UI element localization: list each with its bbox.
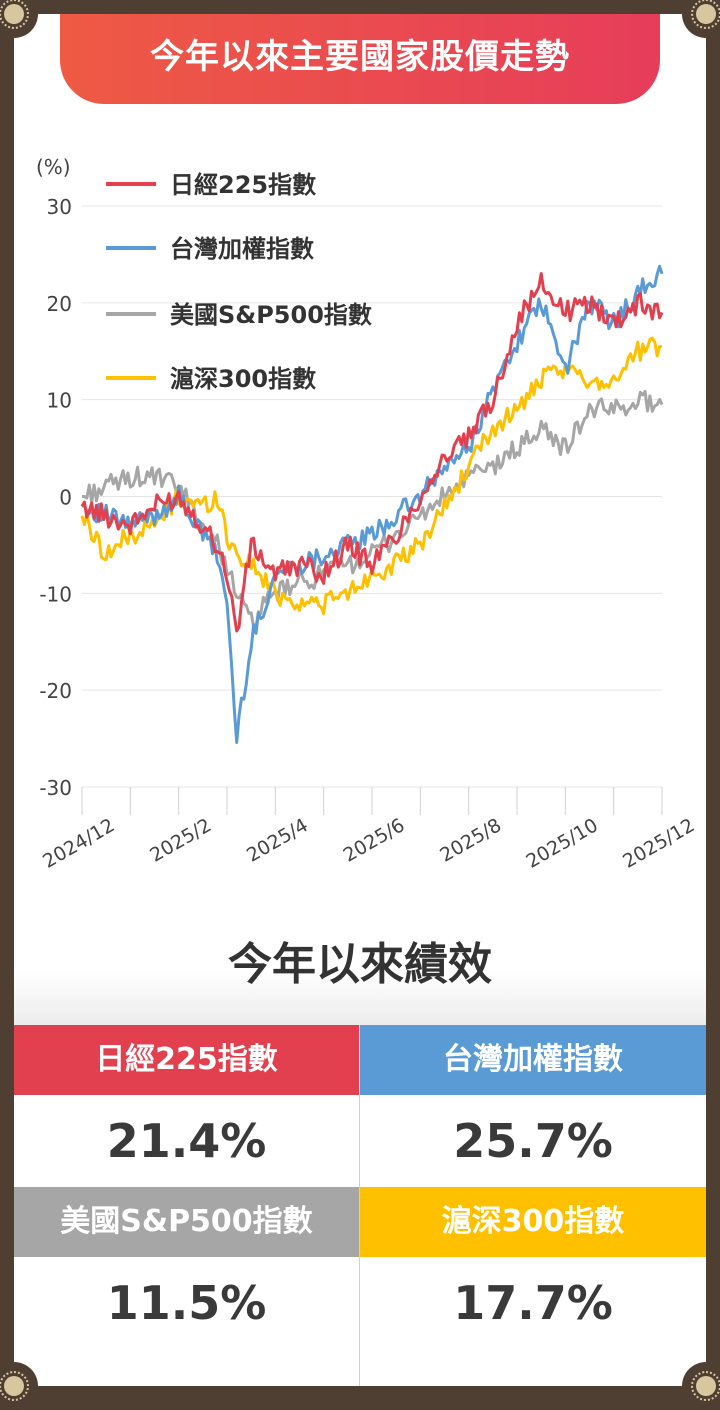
ornament-icon bbox=[691, 1371, 720, 1401]
legend-label: 美國S&P500指數 bbox=[170, 301, 372, 329]
perf-head-taiwan: 台灣加權指數 bbox=[360, 1025, 706, 1095]
series-line bbox=[81, 264, 664, 744]
perf-value-taiwan: 25.7% bbox=[360, 1095, 706, 1187]
y-tick-label: -10 bbox=[39, 582, 72, 606]
legend-label: 台灣加權指數 bbox=[170, 235, 314, 263]
x-tick-label: 2025/12 bbox=[619, 814, 698, 873]
y-tick-label: 30 bbox=[47, 195, 72, 219]
x-tick-label: 2025/8 bbox=[436, 814, 505, 866]
ornament-icon bbox=[0, 1371, 29, 1401]
legend-label: 滬深300指數 bbox=[170, 365, 316, 393]
performance-title: 今年以來績效 bbox=[228, 939, 492, 990]
y-tick-label: -20 bbox=[39, 679, 72, 703]
page-title: 今年以來主要國家股價走勢 bbox=[60, 14, 660, 104]
x-tick-label: 2025/4 bbox=[243, 814, 312, 866]
x-tick-label: 2025/10 bbox=[522, 814, 601, 873]
series-line bbox=[80, 272, 664, 633]
y-tick-label: 20 bbox=[47, 292, 72, 316]
corner-ornament-bottom-right bbox=[682, 1362, 720, 1410]
x-tick-label: 2025/2 bbox=[146, 814, 215, 866]
perf-value-nikkei: 21.4% bbox=[14, 1095, 359, 1187]
legend-label: 日經225指數 bbox=[170, 171, 316, 199]
grid-divider-vertical bbox=[359, 1025, 360, 1386]
y-tick-label: 0 bbox=[59, 486, 72, 510]
y-axis-label: (%) bbox=[36, 155, 71, 179]
x-tick-label: 2025/6 bbox=[340, 814, 409, 866]
y-tick-label: 10 bbox=[47, 389, 72, 413]
stock-chart: 30 20 10 0 -10 -20 -30 (%) 2024/12 2025/2 2025/4 20… bbox=[36, 155, 699, 873]
perf-head-sp500: 美國S&P500指數 bbox=[14, 1187, 359, 1257]
ornament-icon bbox=[0, 0, 29, 29]
perf-head-csi300: 滬深300指數 bbox=[360, 1187, 706, 1257]
performance-title-band bbox=[14, 905, 706, 1025]
y-tick-label: -30 bbox=[39, 776, 72, 800]
perf-head-nikkei: 日經225指數 bbox=[14, 1025, 359, 1095]
x-tick-label: 2024/12 bbox=[39, 814, 118, 873]
perf-value-sp500: 11.5% bbox=[14, 1257, 359, 1349]
perf-value-csi300: 17.7% bbox=[360, 1257, 706, 1349]
